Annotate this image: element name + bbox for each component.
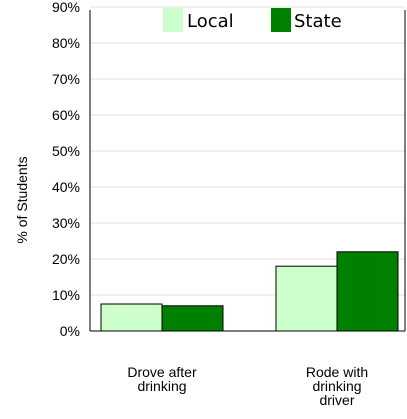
y-axis-label: % of Students: [14, 156, 30, 243]
y-tick-label: 80%: [52, 35, 80, 51]
y-tick-label: 70%: [52, 71, 80, 87]
legend-swatch-local: [163, 8, 183, 32]
y-tick-label: 50%: [52, 143, 80, 159]
category-labels: Drove after drinking Rode with drinking driv…: [127, 364, 368, 408]
y-tick-label: 40%: [52, 179, 80, 195]
legend-label-state: State: [294, 11, 342, 32]
bar-local: [100, 303, 163, 332]
y-tick-labels: 0% 10% 20% 30% 40% 50% 60% 70% 80% 90%: [52, 0, 80, 339]
y-tick-label: 10%: [52, 287, 80, 303]
bar-state: [336, 251, 399, 332]
legend-label-local: Local: [187, 11, 234, 32]
legend: Local State: [163, 8, 342, 32]
gridlines: [90, 6, 405, 296]
bar-local: [275, 265, 338, 332]
y-tick-label: 0%: [60, 323, 80, 339]
y-tick-label: 90%: [52, 0, 80, 15]
category-label: Rode with drinking driver: [306, 364, 368, 408]
y-tick-label: 30%: [52, 215, 80, 231]
category-label: Drove after drinking: [127, 364, 197, 394]
bars: [100, 251, 399, 332]
y-tick-label: 60%: [52, 107, 80, 123]
legend-swatch-state: [271, 8, 291, 32]
y-tick-label: 20%: [52, 251, 80, 267]
bar-state: [161, 305, 224, 332]
